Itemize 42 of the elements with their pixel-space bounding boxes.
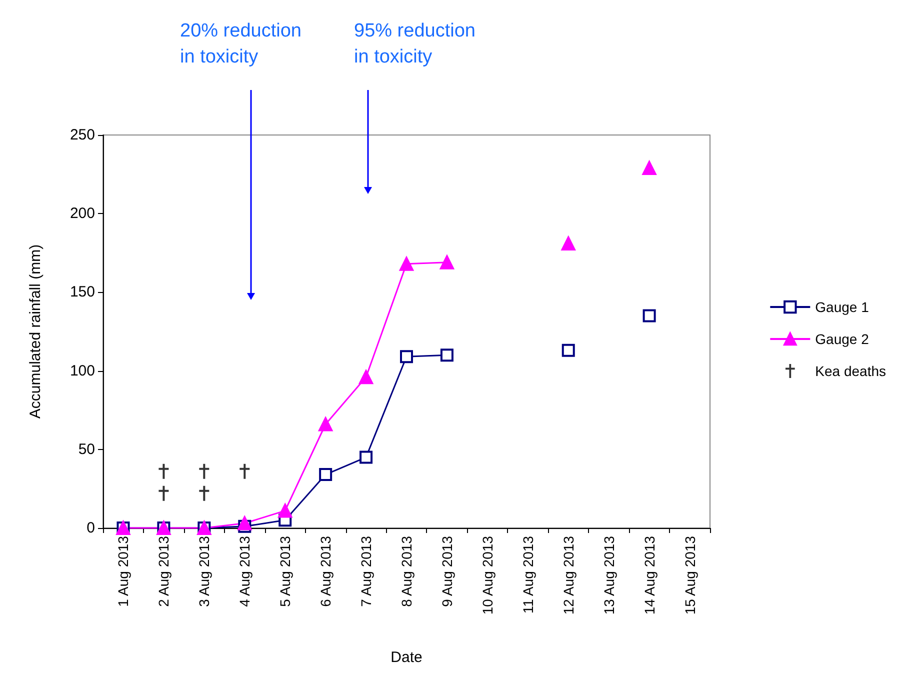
text: 95% reduction in toxicity: [354, 20, 476, 68]
x-tick-label: 11 Aug 2013: [520, 536, 536, 614]
point: [319, 468, 332, 482]
point: [642, 309, 656, 322]
y-axis-title: Accumulated rainfall (mm): [27, 244, 44, 419]
x-tick-label: 2 Aug 2013: [156, 536, 172, 607]
y-tick-label: 50: [78, 440, 95, 458]
point: [440, 255, 454, 270]
y-tick-label: 0: [86, 520, 95, 536]
x-tick-label: 4 Aug 2013: [236, 536, 253, 607]
x-tick-label: 14 Aug 2013: [641, 536, 658, 615]
x-tick-label: 6 Aug 2013: [318, 536, 334, 607]
x-tick-label: 13 Aug 2013: [600, 536, 617, 615]
point: [440, 348, 454, 362]
point: [400, 256, 414, 271]
point: [561, 236, 576, 250]
point: [360, 450, 373, 464]
text: 20% reduction in toxicity: [180, 20, 302, 68]
y-tick-label: 200: [70, 205, 95, 222]
x-axis-title: Date: [390, 649, 422, 666]
point: [238, 516, 252, 530]
point: [359, 370, 374, 384]
point: [642, 161, 656, 176]
y-tick-label: 150: [70, 284, 95, 301]
x-tick-label: 7 Aug 2013: [358, 536, 374, 607]
x-tick-label: 1 Aug 2013: [115, 536, 132, 607]
x-tick-label: 5 Aug 2013: [277, 536, 294, 607]
x-tick-label: 9 Aug 2013: [438, 536, 455, 607]
point: [278, 504, 292, 518]
y-tick-label: 100: [70, 362, 95, 380]
legend-label: Kea deaths: [815, 363, 886, 379]
x-tick-label: 10 Aug 2013: [479, 536, 496, 615]
x-tick-label: 12 Aug 2013: [560, 536, 576, 615]
legend-label: Gauge 1: [815, 299, 870, 315]
x-tick-label: 8 Aug 2013: [398, 536, 414, 607]
point: [562, 344, 575, 357]
legend-label: Gauge 2: [815, 331, 870, 347]
x-tick-label: 15 Aug 2013: [682, 536, 698, 615]
point: [400, 350, 413, 364]
point: [318, 417, 333, 432]
x-tick-label: 3 Aug 2013: [196, 536, 212, 607]
y-tick-label: 250: [70, 126, 95, 144]
